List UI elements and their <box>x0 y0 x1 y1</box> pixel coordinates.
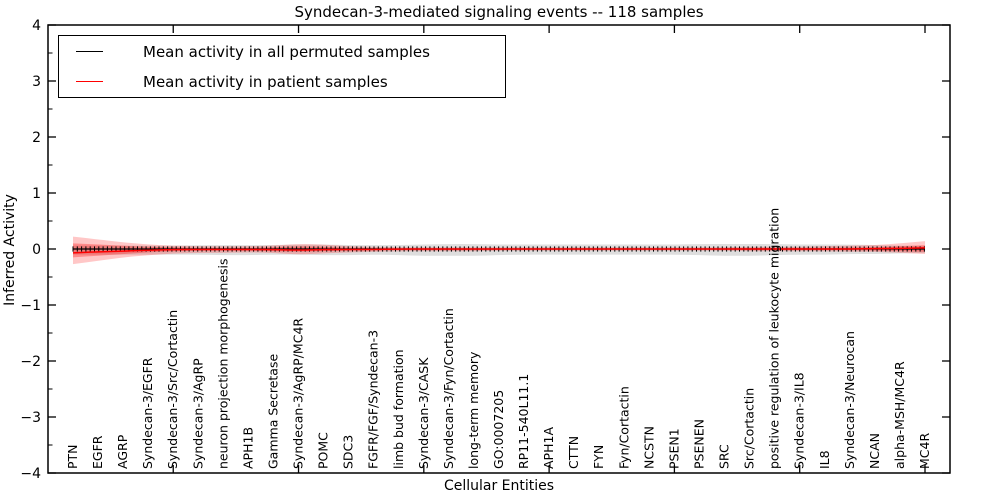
entity-tick-label: NCAN <box>867 433 882 469</box>
entity-tick-label: SDC3 <box>341 435 356 469</box>
entity-tick-label: Fyn/Cortactin <box>616 386 631 469</box>
legend-item-permuted: Mean activity in all permuted samples <box>59 37 505 66</box>
entity-tick-label: Syndecan-3/AgRP/MC4R <box>291 318 306 469</box>
y-tick-label: 1 <box>32 186 41 202</box>
entity-tick-label: Syndecan-3/EGFR <box>140 357 155 469</box>
entity-tick-label: Gamma Secretase <box>265 354 280 469</box>
chart-title: Syndecan-3-mediated signaling events -- … <box>294 3 704 21</box>
entity-tick-label: CTTN <box>566 436 581 469</box>
entity-tick-label: Syndecan-3/CASK <box>416 357 431 469</box>
entity-tick-label: SRC <box>717 444 732 469</box>
legend-item-patient: Mean activity in patient samples <box>59 67 505 96</box>
y-tick-label: 4 <box>32 18 41 34</box>
y-tick-label: −1 <box>20 298 41 314</box>
entity-tick-label: limb bud formation <box>391 349 406 469</box>
entity-tick-label: PSEN1 <box>666 428 681 469</box>
y-tick-label: 0 <box>32 242 41 258</box>
y-tick-label: −2 <box>20 354 41 370</box>
entity-tick-label: AGRP <box>115 434 130 469</box>
entity-tick-label: PSENEN <box>691 419 706 469</box>
entity-tick-label: Syndecan-3/Fyn/Cortactin <box>441 308 456 469</box>
entity-tick-label: Syndecan-3/Src/Cortactin <box>165 310 180 469</box>
y-tick-label: 3 <box>32 74 41 90</box>
legend-label-permuted: Mean activity in all permuted samples <box>143 42 430 61</box>
y-tick-label: 2 <box>32 130 41 146</box>
patient-confidence-band-inner <box>73 243 925 258</box>
entity-tick-label: Syndecan-3/AgRP <box>190 358 205 469</box>
entity-tick-label: RP11-540L11.1 <box>516 374 531 469</box>
entity-tick-label: GO:0007205 <box>491 390 506 469</box>
entity-tick-label: Syndecan-3/Neurocan <box>842 331 857 469</box>
patient-line-sample <box>76 81 103 82</box>
entity-tick-label: APH1A <box>541 427 556 469</box>
y-tick-label: −4 <box>20 466 41 482</box>
entity-tick-label: alpha-MSH/MC4R <box>892 361 907 469</box>
entity-tick-label: FYN <box>591 445 606 469</box>
legend-label-patient: Mean activity in patient samples <box>143 72 388 91</box>
entity-tick-label: APH1B <box>240 427 255 469</box>
y-axis-label: Inferred Activity <box>2 194 18 306</box>
entity-tick-label: FGFR/FGF/Syndecan-3 <box>366 330 381 469</box>
entity-tick-label: positive regulation of leukocyte migrati… <box>767 208 782 469</box>
legend: Mean activity in all permuted samples Me… <box>58 35 506 98</box>
entity-tick-label: neuron projection morphogenesis <box>215 258 230 469</box>
entity-tick-label: IL8 <box>817 450 832 469</box>
entity-tick-label: PTN <box>65 444 80 469</box>
entity-tick-label: long-term memory <box>466 351 481 469</box>
permuted-line-sample <box>76 51 103 52</box>
entity-tick-label: MC4R <box>917 433 932 469</box>
entity-tick-label: Syndecan-3/IL8 <box>792 372 807 469</box>
entity-tick-label: POMC <box>316 432 331 469</box>
entity-tick-label: EGFR <box>90 435 105 469</box>
entity-tick-label: Src/Cortactin <box>742 388 757 469</box>
x-axis-label: Cellular Entities <box>443 478 555 494</box>
patient-mean-line <box>72 247 926 254</box>
y-tick-label: −3 <box>20 410 41 426</box>
entity-tick-label: NCSTN <box>641 426 656 469</box>
